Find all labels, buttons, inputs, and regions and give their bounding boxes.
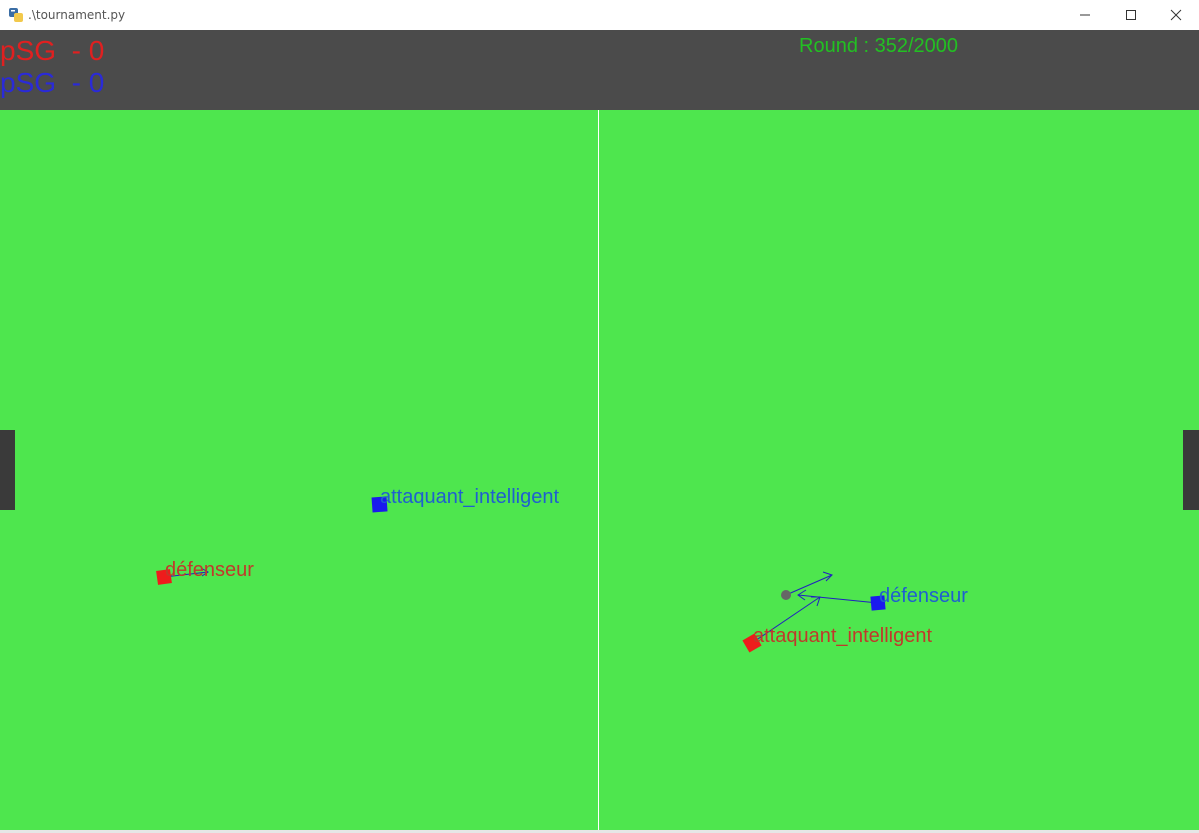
player-label: défenseur: [165, 559, 254, 581]
ball: [781, 590, 791, 600]
right-goal: [1183, 430, 1199, 510]
field-grass: [0, 110, 1199, 830]
arrowhead-icon: [797, 589, 807, 601]
close-icon: [1170, 9, 1182, 21]
round-counter: Round : 352/2000: [799, 35, 959, 57]
minimize-icon: [1080, 14, 1090, 16]
left-goal: [0, 430, 15, 510]
python-app-icon: [8, 7, 24, 23]
window-titlebar: .\tournament.py: [0, 0, 1199, 30]
window-title: .\tournament.py: [28, 8, 126, 22]
window-bottom-border: [0, 830, 1199, 833]
scoreboard: pSG - 0 pSG - 0 Round : 352/2000: [0, 30, 1199, 110]
player-label: attaquant_intelligent: [380, 486, 560, 508]
player-direction-vector: [751, 596, 821, 644]
team-blue-score: pSG - 0: [0, 67, 105, 98]
minimize-button[interactable]: [1062, 0, 1108, 30]
player-label: attaquant_intelligent: [753, 625, 933, 647]
maximize-button[interactable]: [1108, 0, 1154, 30]
match-left: [156, 496, 388, 585]
blue-attacker-player: [371, 496, 388, 513]
team-red-score: pSG - 0: [0, 35, 105, 66]
player-direction-vector: [797, 594, 879, 604]
arrowhead-icon: [811, 596, 821, 607]
ball-direction-vector: [785, 574, 833, 596]
player-direction-vector: [163, 571, 209, 578]
red-attacker-player: [742, 633, 762, 653]
match-right: [742, 571, 886, 653]
close-button[interactable]: [1153, 0, 1199, 30]
red-defender-player: [156, 569, 172, 585]
arrowhead-icon: [200, 567, 209, 577]
maximize-icon: [1126, 10, 1136, 20]
blue-defender-player: [870, 595, 886, 611]
player-label: défenseur: [879, 585, 968, 607]
soccer-field: [0, 110, 1199, 830]
arrowhead-icon: [822, 571, 833, 582]
